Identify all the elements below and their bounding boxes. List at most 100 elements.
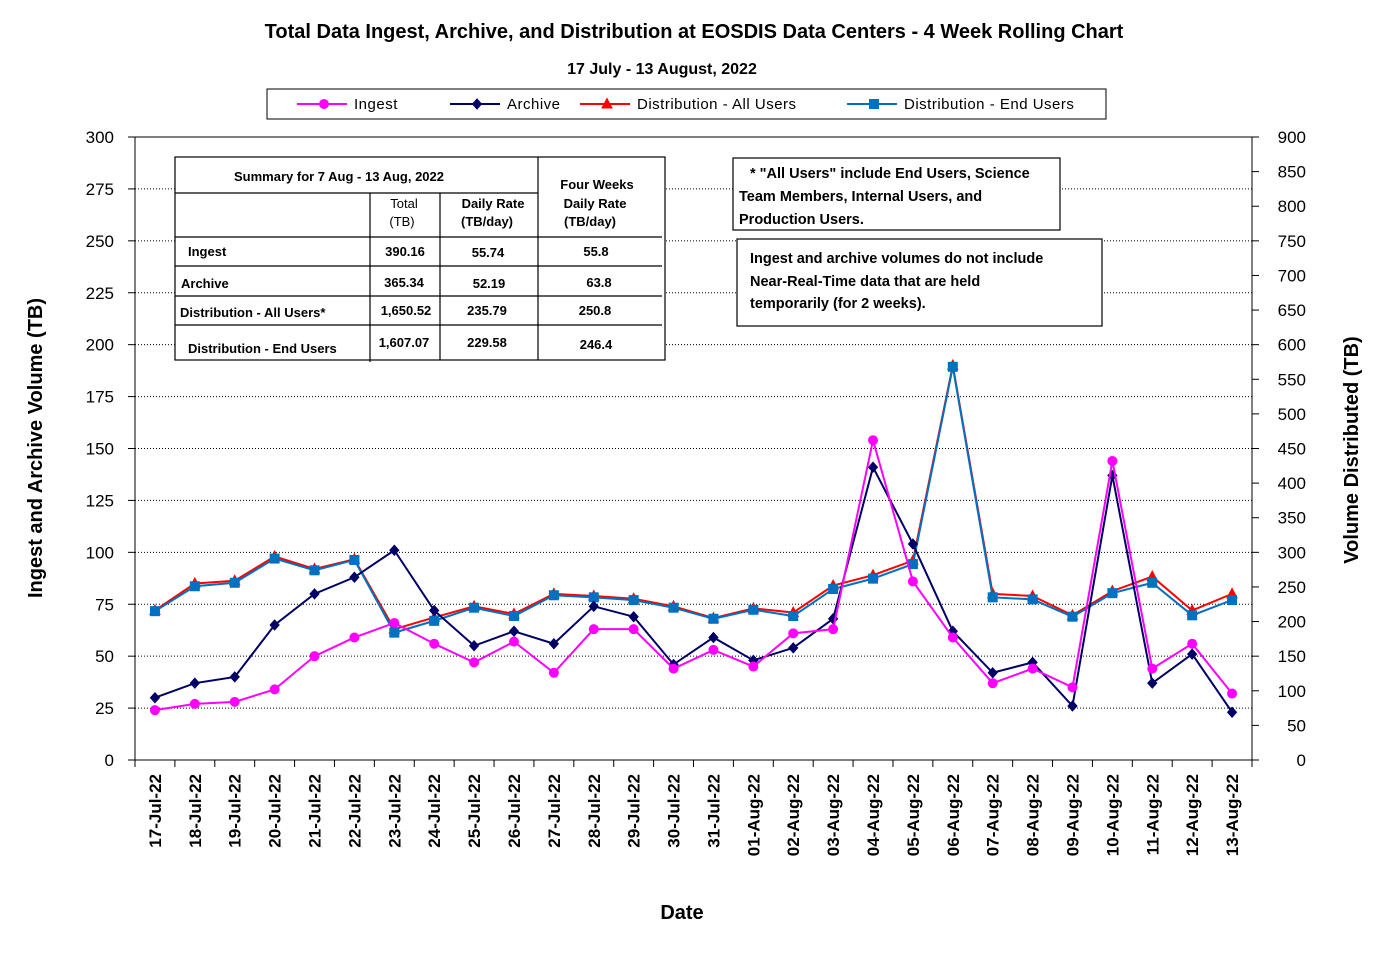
- data-point-archive: [189, 677, 201, 689]
- x-tick-label: 19-Jul-22: [226, 774, 245, 848]
- right-y-axis: 0 50 100 150 200 250 300 350 400 450 500 550 600 650 7…: [1252, 128, 1306, 770]
- legend-label: Distribution - End Users: [904, 96, 1074, 113]
- data-point-ingest: [868, 435, 879, 446]
- data-point-archive: [269, 619, 280, 631]
- row-four-dist-all: 250.8: [579, 303, 612, 318]
- legend-item-distribution-end-users: Distribution - End Users: [847, 96, 1074, 113]
- data-point-archive: [1147, 677, 1158, 689]
- legend-item-archive: Archive: [450, 96, 560, 113]
- data-point-distribution-end-users: [548, 590, 559, 601]
- legend-label: Distribution - All Users: [637, 96, 797, 113]
- row-daily-archive: 52.19: [473, 276, 506, 291]
- row-label-archive: Archive: [181, 276, 229, 291]
- data-point-ingest: [469, 657, 480, 668]
- left-tick-label: 300: [86, 128, 114, 147]
- data-point-archive: [548, 637, 560, 650]
- legend-swatch-marker: [471, 98, 483, 110]
- data-point-archive: [149, 691, 161, 704]
- legend-item-distribution-all-users: Distribution - All Users: [580, 96, 797, 113]
- row-four-archive: 63.8: [586, 275, 611, 290]
- left-tick-label: 75: [95, 595, 114, 614]
- data-point-distribution-end-users: [1067, 611, 1078, 622]
- note-all-users-line-2: Team Members, Internal Users, and: [739, 189, 982, 205]
- row-total-dist-end: 1,607.07: [379, 335, 430, 350]
- data-point-archive: [867, 461, 879, 473]
- data-point-distribution-end-users: [708, 613, 719, 624]
- col-four-head-2: (TB/day): [564, 214, 616, 229]
- data-point-ingest: [828, 624, 839, 635]
- series-line-distribution-all-users: [154, 365, 1233, 631]
- series-line-archive: [154, 464, 1233, 713]
- right-tick-label: 100: [1278, 682, 1306, 701]
- summary-heading: Summary for 7 Aug - 13 Aug, 2022: [234, 169, 444, 184]
- data-point-archive: [1186, 648, 1198, 660]
- data-point-archive: [588, 600, 599, 613]
- legend-swatch-marker: [601, 97, 613, 109]
- legend-swatch-marker: [869, 99, 879, 109]
- right-tick-label: 800: [1278, 197, 1306, 216]
- chart-subtitle: 17 July - 13 August, 2022: [567, 61, 757, 78]
- data-point-archive: [1226, 706, 1238, 718]
- x-tick-label: 11-Aug-22: [1143, 774, 1162, 855]
- data-point-ingest: [748, 661, 759, 672]
- series-ingest: [149, 435, 1238, 716]
- data-point-ingest: [1027, 663, 1038, 674]
- right-tick-label: 700: [1278, 266, 1306, 285]
- data-point-ingest: [1107, 455, 1118, 466]
- chart-title: Total Data Ingest, Archive, and Distribu…: [265, 21, 1124, 43]
- right-tick-label: 450: [1278, 440, 1306, 459]
- data-point-distribution-end-users: [1147, 577, 1158, 588]
- x-tick-label: 13-Aug-22: [1223, 774, 1242, 856]
- data-point-ingest: [1147, 663, 1158, 674]
- left-tick-label: 200: [86, 336, 114, 355]
- x-tick-label: 06-Aug-22: [944, 774, 963, 856]
- data-point-archive: [987, 667, 998, 679]
- data-point-ingest: [588, 624, 599, 635]
- x-tick-label: 17-Jul-22: [146, 774, 165, 848]
- data-point-ingest: [189, 698, 200, 709]
- right-tick-label: 750: [1278, 232, 1306, 251]
- left-tick-label: 175: [86, 388, 114, 407]
- data-point-ingest: [628, 624, 639, 635]
- x-tick-label: 10-Aug-22: [1103, 774, 1122, 856]
- series-archive: [149, 461, 1238, 718]
- x-tick-label: 02-Aug-22: [784, 774, 803, 856]
- x-tick-label: 23-Jul-22: [385, 774, 404, 848]
- note-nrt-line-1: Ingest and archive volumes do not includ…: [750, 251, 1043, 267]
- row-daily-ingest: 55.74: [472, 245, 505, 260]
- note-all-users: * "All Users" include End Users, Science…: [732, 157, 1061, 231]
- data-point-ingest: [548, 667, 559, 678]
- col-total-head-1: Total: [390, 196, 418, 211]
- right-tick-label: 250: [1278, 578, 1306, 597]
- x-tick-label: 18-Jul-22: [186, 774, 205, 848]
- note-nrt-line-3: temporarily (for 2 weeks).: [750, 296, 926, 312]
- right-tick-label: 0: [1297, 751, 1306, 770]
- right-tick-label: 900: [1278, 128, 1306, 147]
- note-all-users-line-1: * "All Users" include End Users, Science: [750, 166, 1030, 182]
- data-point-distribution-end-users: [469, 602, 480, 613]
- left-tick-label: 0: [105, 751, 114, 770]
- row-total-dist-all: 1,650.52: [381, 303, 432, 318]
- x-tick-label: 07-Aug-22: [984, 774, 1003, 856]
- data-point-ingest: [309, 651, 320, 662]
- left-y-axis: 0 25 50 75 100 125 150 175 200 225 250 275 300: [86, 128, 135, 770]
- data-point-distribution-end-users: [269, 553, 280, 564]
- data-point-archive: [349, 571, 360, 584]
- x-tick-label: 05-Aug-22: [904, 774, 923, 856]
- data-point-distribution-end-users: [947, 361, 958, 372]
- data-point-ingest: [987, 678, 998, 689]
- data-point-archive: [508, 625, 520, 637]
- data-point-distribution-end-users: [229, 577, 240, 588]
- left-tick-label: 150: [86, 440, 114, 459]
- row-four-ingest: 55.8: [583, 244, 608, 259]
- data-point-distribution-end-users: [668, 602, 679, 613]
- right-tick-label: 200: [1278, 613, 1306, 632]
- x-tick-label: 28-Jul-22: [585, 774, 604, 848]
- legend: Ingest Archive Distribution - All Users Dis…: [266, 88, 1107, 120]
- data-point-ingest: [788, 628, 799, 639]
- x-axis: 17-Jul-22 18-Jul-22 19-Jul-22 20-Jul-22 21-J…: [134, 760, 1253, 856]
- four-weeks-heading: Four Weeks: [560, 177, 633, 192]
- x-axis-label: Date: [660, 902, 703, 924]
- right-tick-label: 350: [1278, 509, 1306, 528]
